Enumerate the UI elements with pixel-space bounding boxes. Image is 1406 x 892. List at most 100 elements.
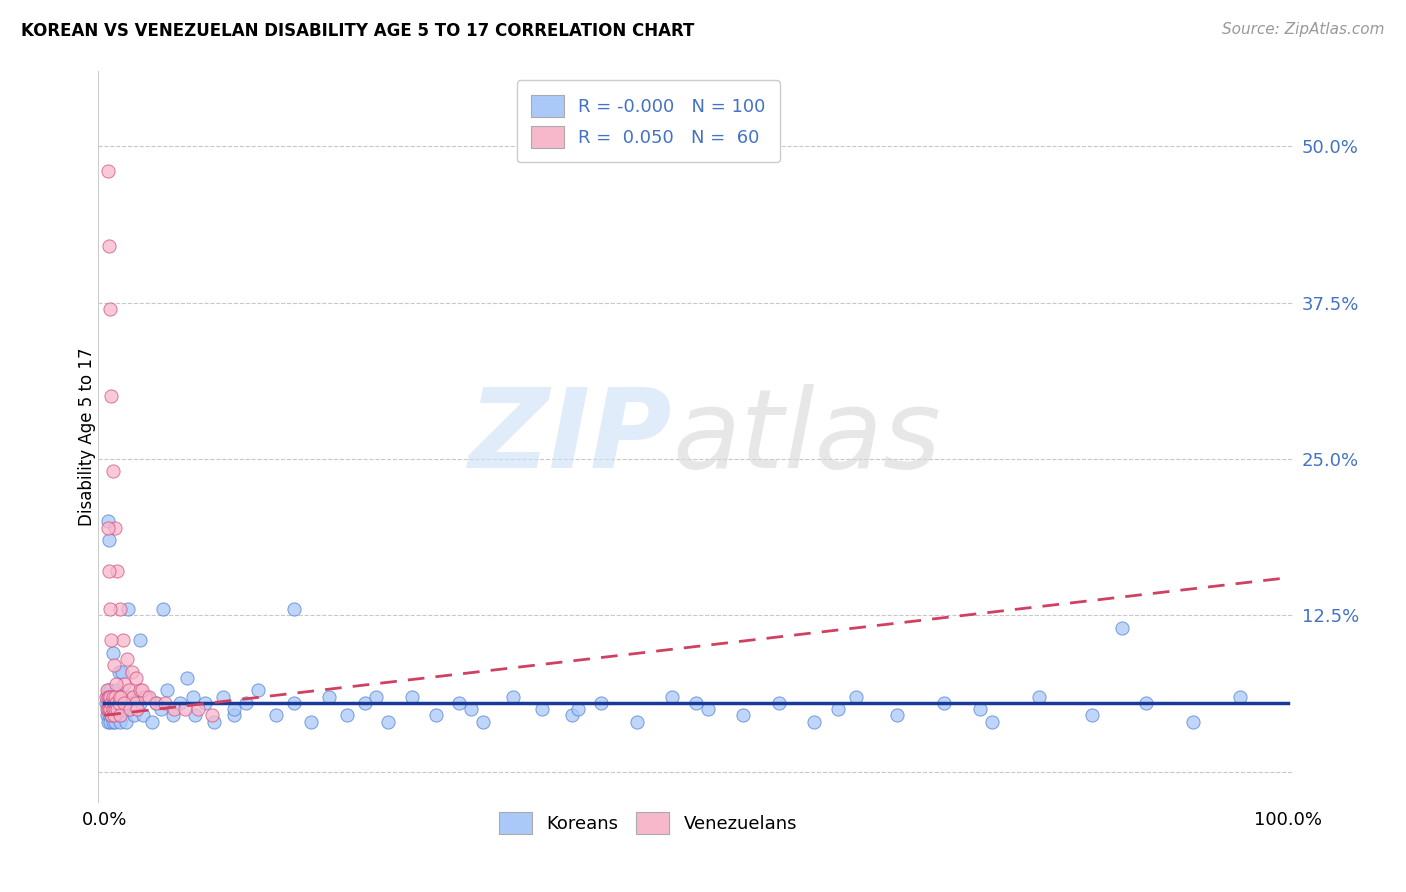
Point bbox=[561, 708, 583, 723]
Point bbox=[117, 602, 139, 616]
Point bbox=[104, 521, 127, 535]
Point bbox=[100, 389, 122, 403]
Point bbox=[131, 683, 153, 698]
Point bbox=[98, 533, 121, 548]
Point bbox=[156, 683, 179, 698]
Point bbox=[97, 690, 120, 704]
Point bbox=[163, 702, 186, 716]
Point bbox=[224, 702, 246, 716]
Point bbox=[104, 702, 127, 716]
Point bbox=[100, 633, 122, 648]
Point bbox=[502, 690, 524, 704]
Point bbox=[122, 708, 145, 723]
Point bbox=[1028, 690, 1050, 704]
Point bbox=[685, 696, 707, 710]
Point bbox=[98, 690, 121, 704]
Point bbox=[353, 696, 375, 710]
Point bbox=[105, 696, 128, 710]
Point bbox=[97, 714, 120, 729]
Point bbox=[103, 696, 125, 710]
Point bbox=[264, 708, 287, 723]
Point bbox=[121, 665, 143, 679]
Point bbox=[103, 658, 125, 673]
Point bbox=[211, 690, 233, 704]
Point bbox=[110, 690, 132, 704]
Point bbox=[105, 683, 128, 698]
Point bbox=[803, 714, 825, 729]
Text: KOREAN VS VENEZUELAN DISABILITY AGE 5 TO 17 CORRELATION CHART: KOREAN VS VENEZUELAN DISABILITY AGE 5 TO… bbox=[21, 22, 695, 40]
Point bbox=[460, 702, 482, 716]
Point bbox=[98, 239, 121, 253]
Point bbox=[283, 602, 305, 616]
Point bbox=[98, 714, 121, 729]
Point bbox=[98, 301, 121, 316]
Point bbox=[128, 683, 150, 698]
Point bbox=[176, 671, 198, 685]
Point bbox=[134, 690, 156, 704]
Point bbox=[138, 690, 160, 704]
Point bbox=[111, 690, 134, 704]
Point bbox=[169, 696, 191, 710]
Point bbox=[100, 708, 122, 723]
Point bbox=[768, 696, 790, 710]
Point bbox=[94, 690, 117, 704]
Point bbox=[145, 696, 167, 710]
Point bbox=[104, 696, 127, 710]
Text: Source: ZipAtlas.com: Source: ZipAtlas.com bbox=[1222, 22, 1385, 37]
Point bbox=[141, 714, 163, 729]
Point bbox=[101, 646, 124, 660]
Point bbox=[108, 602, 131, 616]
Point bbox=[114, 696, 136, 710]
Point bbox=[184, 708, 207, 723]
Point bbox=[114, 677, 136, 691]
Point bbox=[247, 683, 270, 698]
Point bbox=[827, 702, 849, 716]
Point bbox=[235, 696, 257, 710]
Point bbox=[94, 696, 117, 710]
Point bbox=[105, 702, 128, 716]
Point bbox=[111, 665, 134, 679]
Point bbox=[105, 702, 128, 716]
Point bbox=[104, 714, 127, 729]
Point bbox=[98, 696, 121, 710]
Point bbox=[696, 702, 718, 716]
Point bbox=[105, 708, 128, 723]
Point bbox=[107, 696, 129, 710]
Point bbox=[98, 702, 121, 716]
Point bbox=[98, 690, 121, 704]
Point bbox=[127, 702, 149, 716]
Point bbox=[98, 683, 121, 698]
Point bbox=[115, 696, 138, 710]
Point bbox=[283, 696, 305, 710]
Point bbox=[318, 690, 340, 704]
Point bbox=[108, 714, 131, 729]
Point bbox=[96, 702, 118, 716]
Point bbox=[425, 708, 447, 723]
Point bbox=[97, 683, 120, 698]
Text: atlas: atlas bbox=[672, 384, 941, 491]
Point bbox=[969, 702, 991, 716]
Point bbox=[97, 696, 120, 710]
Point bbox=[100, 708, 122, 723]
Point bbox=[111, 702, 134, 716]
Point bbox=[105, 677, 128, 691]
Point bbox=[107, 665, 129, 679]
Point bbox=[128, 633, 150, 648]
Point bbox=[181, 690, 204, 704]
Point bbox=[194, 696, 217, 710]
Point bbox=[114, 714, 136, 729]
Point bbox=[733, 708, 755, 723]
Point bbox=[224, 708, 246, 723]
Point bbox=[449, 696, 471, 710]
Point bbox=[567, 702, 589, 716]
Point bbox=[98, 690, 121, 704]
Point bbox=[107, 696, 129, 710]
Point bbox=[173, 702, 195, 716]
Point bbox=[1111, 621, 1133, 635]
Point bbox=[98, 702, 121, 716]
Legend: Koreans, Venezuelans: Koreans, Venezuelans bbox=[492, 805, 804, 841]
Point bbox=[100, 696, 122, 710]
Point bbox=[120, 702, 142, 716]
Point bbox=[98, 602, 121, 616]
Point bbox=[132, 708, 155, 723]
